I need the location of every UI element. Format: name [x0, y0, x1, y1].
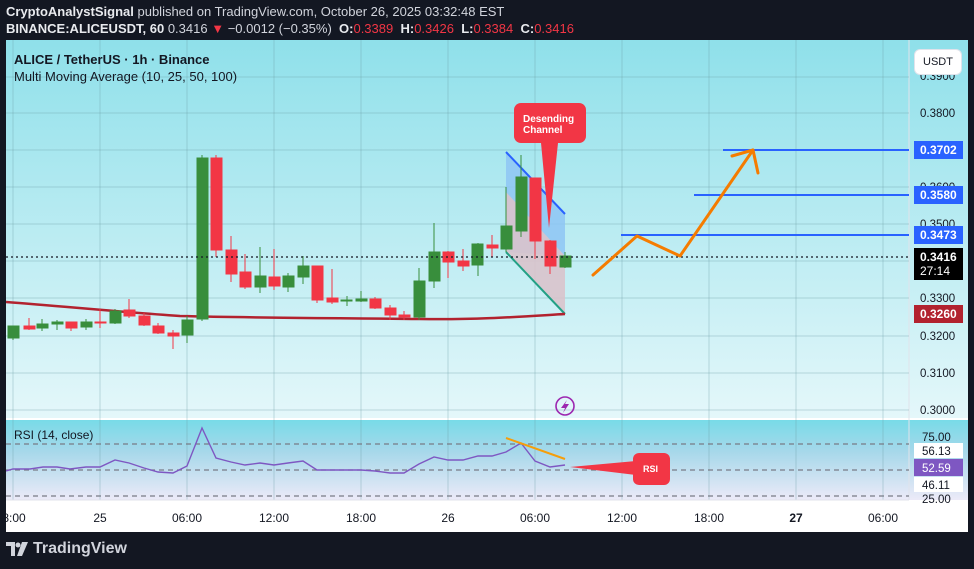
lightning-icon[interactable] — [555, 396, 575, 416]
rsi-callout-text: RSI — [643, 464, 658, 474]
svg-text:0.3200: 0.3200 — [920, 331, 955, 343]
rsi-line — [6, 426, 566, 474]
rsi-legend[interactable]: RSI (14, close) — [14, 428, 94, 442]
svg-text:0.3900: 0.3900 — [920, 71, 955, 83]
svg-text:52.59: 52.59 — [922, 463, 951, 475]
projection-arrow[interactable] — [591, 148, 760, 277]
tradingview-logo[interactable]: TradingView — [6, 540, 127, 558]
svg-text:06:00: 06:00 — [520, 511, 550, 525]
svg-text:8:00: 8:00 — [6, 511, 26, 525]
rsi-divergence-line[interactable] — [505, 437, 566, 460]
callout-text-line1: Desending — [523, 114, 574, 125]
svg-text:25: 25 — [93, 511, 107, 525]
svg-text:25.00: 25.00 — [922, 494, 951, 506]
candles — [7, 155, 572, 349]
close-label: C: — [520, 21, 535, 36]
publish-header: CryptoAnalystSignal published on Trading… — [0, 0, 974, 40]
footer — [0, 532, 974, 569]
price-axis[interactable]: 0.3900 0.3800 0.3600 0.3500 0.3300 0.320… — [920, 71, 955, 417]
svg-text:12:00: 12:00 — [607, 511, 637, 525]
main-pane — [6, 40, 909, 418]
svg-text:06:00: 06:00 — [868, 511, 898, 525]
price-label-ma: 0.3260 — [920, 307, 957, 321]
price-label-0.3702: 0.3702 — [920, 143, 957, 157]
moving-average-line — [6, 300, 566, 321]
rsi-axis[interactable]: 75.00 56.13 52.59 46.11 25.00 — [914, 432, 963, 506]
rsi-callout[interactable]: RSI — [570, 453, 670, 485]
countdown-timer: 27:14 — [920, 264, 950, 278]
svg-text:27: 27 — [789, 511, 803, 525]
chart-canvas[interactable]: Desending Channel RSI 8:00 25 — [6, 40, 968, 532]
open-label: O: — [339, 21, 354, 36]
grid — [6, 40, 909, 500]
svg-text:75.00: 75.00 — [922, 432, 951, 444]
price-label-0.3580: 0.3580 — [920, 188, 957, 202]
svg-text:46.11: 46.11 — [922, 480, 950, 492]
tradingview-logo-text: TradingView — [33, 540, 127, 557]
high-value: 0.3426 — [414, 21, 454, 36]
rsi-level-lines — [6, 443, 909, 497]
svg-text:0.3800: 0.3800 — [920, 108, 955, 120]
low-value: 0.3384 — [473, 21, 514, 36]
open-value: 0.3389 — [353, 21, 394, 36]
indicator-legend[interactable]: Multi Moving Average (10, 25, 50, 100) — [14, 69, 238, 84]
last-price: 0.3416 — [167, 21, 208, 36]
publish-line: CryptoAnalystSignal published on Trading… — [6, 4, 504, 19]
down-arrow-icon: ▼ — [211, 21, 225, 36]
time-axis[interactable]: 8:00 25 06:00 12:00 18:00 26 06:00 12:00… — [6, 511, 898, 525]
svg-text:0.3100: 0.3100 — [920, 368, 955, 380]
svg-text:0.3300: 0.3300 — [920, 293, 955, 305]
svg-text:18:00: 18:00 — [346, 511, 376, 525]
chart-frame: Desending Channel RSI 8:00 25 — [6, 40, 968, 532]
published-text: published on TradingView.com, October 26… — [137, 4, 505, 19]
author-name[interactable]: CryptoAnalystSignal — [6, 4, 134, 19]
high-label: H: — [400, 21, 415, 36]
tradingview-logo-icon — [6, 542, 28, 556]
chart-title[interactable]: ALICE / TetherUS · 1h · Binance — [14, 52, 210, 67]
price-label-0.3473: 0.3473 — [920, 228, 957, 242]
close-value: 0.3416 — [534, 21, 574, 36]
price-change: −0.0012 (−0.35%) — [227, 21, 332, 36]
svg-text:26: 26 — [441, 511, 455, 525]
svg-text:56.13: 56.13 — [922, 446, 951, 458]
symbol-label: BINANCE:ALICEUSDT, 60 — [6, 21, 165, 36]
svg-text:12:00: 12:00 — [259, 511, 289, 525]
svg-text:0.3000: 0.3000 — [920, 405, 955, 417]
currency-button[interactable]: USDT — [915, 50, 961, 74]
symbol-line: BINANCE:ALICEUSDT, 60 0.3416 ▼ −0.0012 (… — [6, 21, 574, 36]
descending-channel-callout[interactable]: Desending Channel — [514, 103, 586, 228]
callout-text-line2: Channel — [523, 125, 563, 136]
svg-text:06:00: 06:00 — [172, 511, 202, 525]
price-label-current: 0.3416 — [920, 250, 957, 264]
svg-text:18:00: 18:00 — [694, 511, 724, 525]
low-label: L: — [461, 21, 474, 36]
price-labels: 0.3702 0.3580 0.3473 0.3416 27:14 0.3260 — [914, 141, 963, 323]
